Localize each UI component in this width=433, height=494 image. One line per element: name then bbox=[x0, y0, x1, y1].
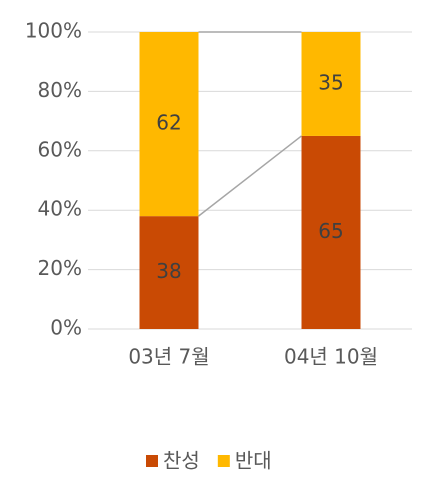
bar-segment bbox=[139, 216, 199, 329]
bar-segment bbox=[139, 32, 199, 217]
data-label: 65 bbox=[318, 219, 343, 243]
y-tick-label: 20% bbox=[38, 256, 82, 280]
legend-label: 반대 bbox=[235, 449, 272, 473]
data-label: 35 bbox=[318, 70, 343, 94]
y-tick-label: 80% bbox=[38, 78, 82, 102]
bar-segment bbox=[301, 135, 361, 329]
x-tick-label: 03년 7월 bbox=[128, 345, 209, 369]
y-tick-label: 60% bbox=[38, 137, 82, 161]
y-tick-label: 0% bbox=[50, 316, 82, 340]
legend-label: 찬성 bbox=[163, 449, 200, 473]
data-label: 38 bbox=[156, 259, 181, 283]
data-label: 62 bbox=[156, 111, 181, 135]
series-line bbox=[198, 135, 302, 217]
bar-segment bbox=[301, 32, 361, 136]
y-tick-label: 100% bbox=[25, 19, 82, 43]
legend-swatch bbox=[146, 455, 158, 467]
x-tick-label: 04년 10월 bbox=[284, 345, 378, 369]
legend-swatch bbox=[217, 455, 230, 467]
y-tick-label: 40% bbox=[38, 197, 82, 221]
